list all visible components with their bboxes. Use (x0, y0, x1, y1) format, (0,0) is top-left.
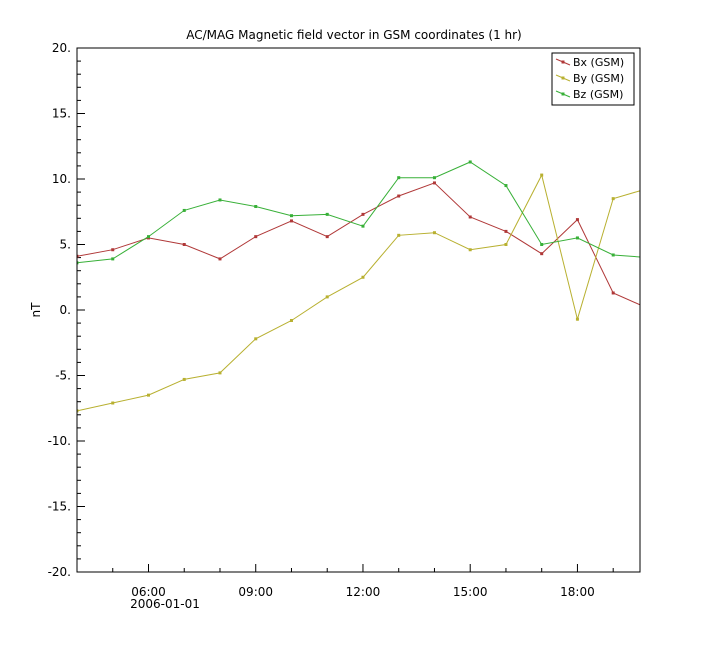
legend-marker (561, 92, 565, 96)
y-tick-label: -20. (48, 565, 71, 579)
data-point-bx (647, 307, 650, 310)
y-axis: 20. 15. 10. 5. 0. -5. -10. -15. -20. (48, 41, 85, 579)
data-point-bz (254, 205, 258, 209)
x-tick-label: 15:00 (453, 585, 488, 599)
data-point-bx (575, 218, 579, 222)
data-point-bz (218, 198, 222, 202)
data-point-bx (111, 248, 115, 252)
legend-marker (561, 76, 565, 80)
y-tick-label: -15. (48, 500, 71, 514)
data-point-by (647, 187, 650, 190)
data-point-by (397, 233, 401, 237)
data-point-by (575, 317, 579, 321)
data-point-bz (611, 253, 615, 257)
data-point-bz (575, 236, 579, 240)
data-point-by (182, 377, 186, 381)
data-point-bz (289, 214, 293, 218)
legend-marker (561, 60, 565, 64)
legend-item: Bz (GSM) (555, 88, 623, 101)
y-tick-label: 5. (60, 238, 71, 252)
data-point-bx (397, 194, 401, 198)
data-point-bz (647, 256, 650, 259)
series-by (77, 173, 650, 413)
y-axis-label: nT (29, 302, 43, 318)
legend-label: By (GSM) (573, 72, 624, 85)
data-point-by (289, 318, 293, 322)
series-line-bx (77, 182, 640, 306)
data-point-by (540, 173, 544, 177)
legend-item: By (GSM) (555, 72, 624, 85)
data-point-bx (468, 215, 472, 219)
x-axis: 06:00 09:00 12:00 15:00 18:00 (76, 564, 614, 599)
data-point-bx (361, 212, 365, 216)
data-point-by (504, 243, 508, 246)
y-tick-label: 15. (52, 107, 71, 121)
data-point-bz (540, 243, 544, 246)
x-tick-label: 18:00 (560, 585, 595, 599)
legend-label: Bz (GSM) (573, 88, 623, 101)
series-layer (77, 160, 650, 413)
data-point-bz (146, 235, 150, 239)
y-tick-label: -10. (48, 434, 71, 448)
data-point-bx (289, 219, 293, 223)
series-line-bz (77, 161, 640, 264)
data-point-by (611, 197, 615, 201)
data-point-bz (111, 257, 115, 261)
data-point-bx (611, 291, 615, 295)
plot-frame (76, 47, 641, 573)
data-point-bx (540, 252, 544, 256)
series-bx (77, 181, 650, 310)
data-point-by (468, 248, 472, 252)
data-point-by (325, 295, 329, 299)
data-point-bx (218, 257, 222, 261)
data-point-by (111, 401, 115, 405)
data-point-bz (182, 208, 186, 212)
data-point-bx (325, 235, 329, 239)
data-point-bz (432, 176, 436, 180)
data-point-by (77, 409, 79, 413)
data-point-bx (504, 229, 508, 233)
data-point-bz (397, 176, 401, 180)
x-tick-label: 06:00 (131, 585, 166, 599)
series-bz (77, 160, 650, 265)
data-point-bz (504, 184, 508, 188)
x-date-label: 2006-01-01 (130, 597, 200, 611)
data-point-by (361, 275, 365, 279)
data-point-by (432, 231, 436, 235)
y-tick-label: -5. (55, 369, 71, 383)
legend-item: Bx (GSM) (555, 56, 624, 69)
y-tick-label: 10. (52, 172, 71, 186)
x-tick-label: 09:00 (238, 585, 273, 599)
data-point-by (254, 337, 258, 341)
data-point-bz (325, 212, 329, 216)
data-point-bz (77, 261, 79, 265)
data-point-bx (254, 235, 258, 239)
chart-title: AC/MAG Magnetic field vector in GSM coor… (186, 28, 522, 42)
data-point-by (218, 371, 222, 375)
series-line-by (77, 173, 640, 412)
legend-label: Bx (GSM) (573, 56, 624, 69)
x-tick-label: 12:00 (346, 585, 381, 599)
y-tick-label: 0. (60, 303, 71, 317)
data-point-bx (432, 181, 436, 185)
data-point-bz (468, 160, 472, 164)
data-point-by (146, 393, 150, 397)
data-point-bx (182, 243, 186, 246)
data-point-bx (77, 254, 79, 258)
legend: Bx (GSM) By (GSM) Bz (GSM) (551, 52, 635, 106)
data-point-bz (361, 224, 365, 228)
y-tick-label: 20. (52, 41, 71, 55)
